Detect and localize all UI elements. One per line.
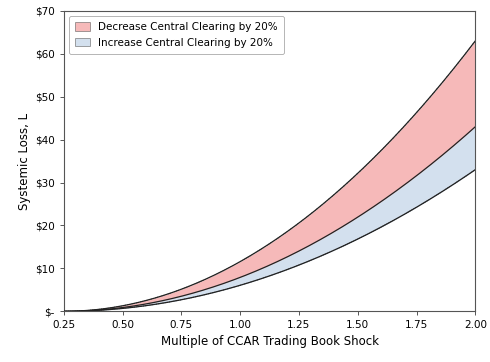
X-axis label: Multiple of CCAR Trading Book Shock: Multiple of CCAR Trading Book Shock [161,334,378,348]
Legend: Decrease Central Clearing by 20%, Increase Central Clearing by 20%: Decrease Central Clearing by 20%, Increa… [69,16,284,54]
Y-axis label: Systemic Loss, L: Systemic Loss, L [18,113,31,210]
